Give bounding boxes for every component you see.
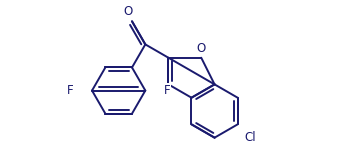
Text: O: O <box>123 5 133 18</box>
Text: F: F <box>67 84 73 97</box>
Text: Cl: Cl <box>244 131 256 144</box>
Text: F: F <box>164 84 170 97</box>
Text: O: O <box>197 42 206 55</box>
